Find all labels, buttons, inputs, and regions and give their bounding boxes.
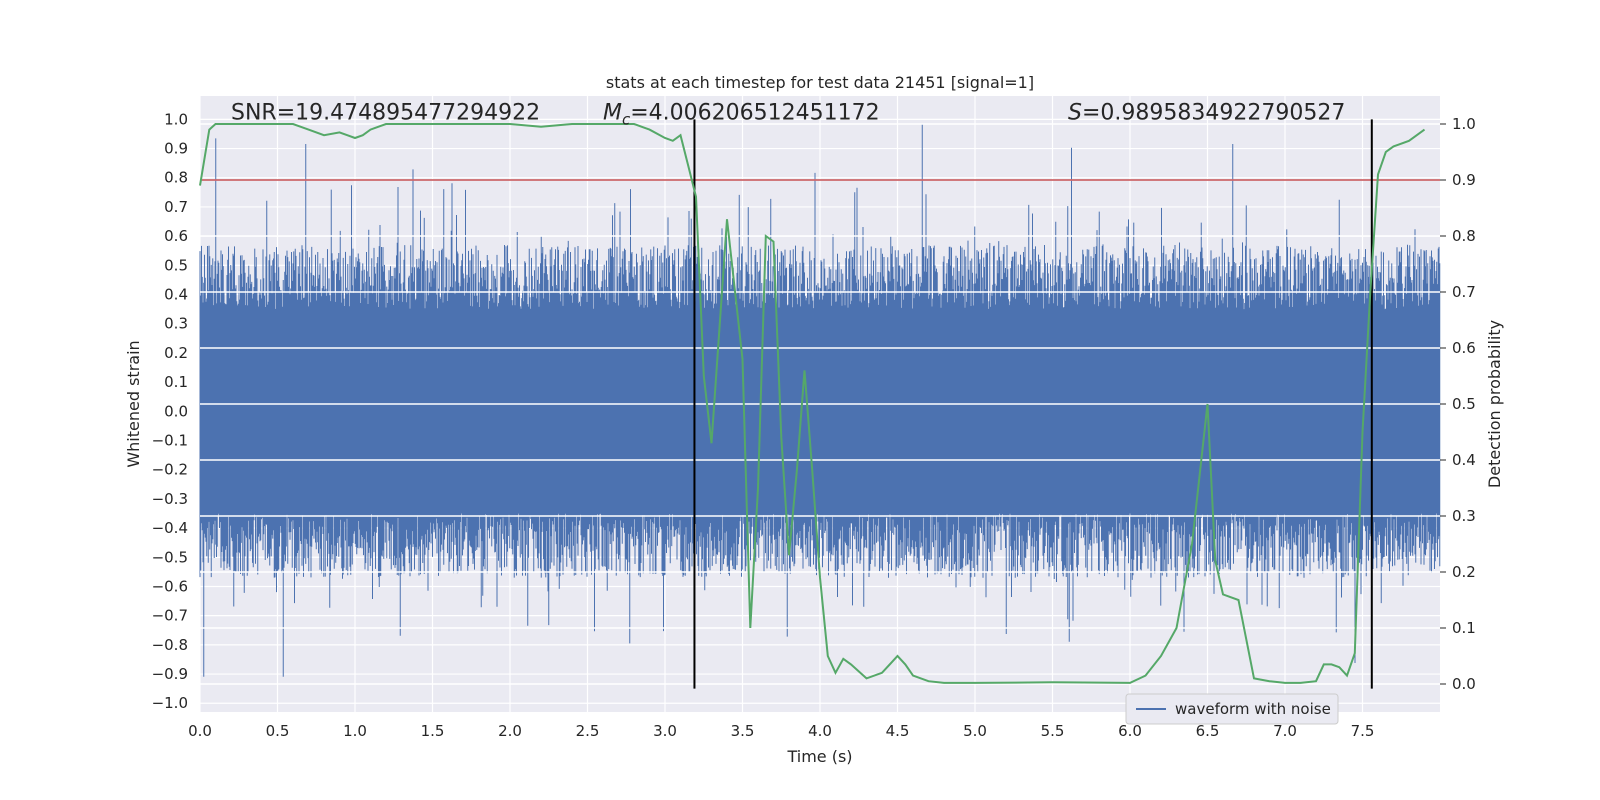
y2-axis-label: Detection probability xyxy=(1485,320,1504,488)
waveform-series xyxy=(199,124,1441,677)
y2-tick-label-4: 0.6 xyxy=(1452,339,1476,357)
y-axis-label: Whitened strain xyxy=(124,340,143,467)
y2-tick-label-5: 0.5 xyxy=(1452,395,1476,413)
x-axis-label: Time (s) xyxy=(786,747,852,766)
x-tick-label-11: 5.5 xyxy=(1041,722,1065,740)
x-tick-label-6: 3.0 xyxy=(653,722,677,740)
x-tick-label-2: 1.0 xyxy=(343,722,367,740)
y2-tick-label-7: 0.3 xyxy=(1452,507,1476,525)
reference-lines xyxy=(200,119,1440,689)
y-tick-label-15: −0.5 xyxy=(152,548,188,566)
y2-tick-label-6: 0.4 xyxy=(1452,451,1476,469)
y2-tick-label-8: 0.2 xyxy=(1452,563,1476,581)
x-tick-label-13: 6.5 xyxy=(1196,722,1220,740)
x-tick-label-3: 1.5 xyxy=(421,722,445,740)
y-tick-label-12: −0.2 xyxy=(152,461,188,479)
y-tick-label-20: −1.0 xyxy=(152,694,188,712)
x-tick-label-12: 6.0 xyxy=(1118,722,1142,740)
y-tick-label-3: 0.7 xyxy=(164,198,188,216)
y-tick-label-16: −0.6 xyxy=(152,577,188,595)
y-tick-label-6: 0.4 xyxy=(164,286,188,304)
y2-tick-label-0: 1.0 xyxy=(1452,115,1476,133)
x-tick-label-4: 2.0 xyxy=(498,722,522,740)
y-tick-label-5: 0.5 xyxy=(164,256,188,274)
waveform-line xyxy=(199,124,1441,677)
y2-tick-label-1: 0.9 xyxy=(1452,171,1476,189)
probability-series xyxy=(199,123,1426,684)
x-tick-label-5: 2.5 xyxy=(576,722,600,740)
y-tick-label-18: −0.8 xyxy=(152,636,188,654)
x-tick-label-7: 3.5 xyxy=(731,722,755,740)
x-tick-label-10: 5.0 xyxy=(963,722,987,740)
x-tick-label-8: 4.0 xyxy=(808,722,832,740)
legend: waveform with noise xyxy=(1125,693,1339,725)
y-tick-label-2: 0.8 xyxy=(164,169,188,187)
x-tick-label-14: 7.0 xyxy=(1273,722,1297,740)
score-annotation: S=0.9895834922790527 xyxy=(1068,101,1345,126)
y2-ticks: 1.0 0.9 0.8 0.7 0.6 0.5 0.4 0.3 0.2 0.1 0.0 xyxy=(1440,115,1476,693)
y-tick-label-1: 0.9 xyxy=(164,140,188,158)
y2-tick-label-2: 0.8 xyxy=(1452,227,1476,245)
x-ticks: 0.0 0.5 1.0 1.5 2.0 2.5 3.0 3.5 4.0 4.5 5.0 5.5 6.0 6… xyxy=(188,722,1374,740)
y-tick-label-14: −0.4 xyxy=(152,519,188,537)
y-tick-label-19: −0.9 xyxy=(152,665,188,683)
probability-line xyxy=(199,123,1426,684)
x-tick-label-15: 7.5 xyxy=(1351,722,1375,740)
y-tick-label-8: 0.2 xyxy=(164,344,188,362)
chirp-mass-annotation: Mc=4.006206512451172 xyxy=(603,101,880,129)
y-tick-label-13: −0.3 xyxy=(152,490,188,508)
y-tick-label-11: −0.1 xyxy=(152,431,188,449)
x-tick-label-0: 0.0 xyxy=(188,722,212,740)
y2-tick-label-10: 0.0 xyxy=(1452,675,1476,693)
y-tick-label-9: 0.1 xyxy=(164,373,188,391)
annotations: SNR=19.474895477294922 Mc=4.0062065124511… xyxy=(231,101,1345,129)
legend-label: waveform with noise xyxy=(1175,700,1331,718)
y2-tick-label-3: 0.7 xyxy=(1452,283,1476,301)
y-tick-label-7: 0.3 xyxy=(164,315,188,333)
y-tick-label-4: 0.6 xyxy=(164,227,188,245)
y-ticks: 1.0 0.9 0.8 0.7 0.6 0.5 0.4 0.3 0.2 0.1 0.0 −0.1 −0.… xyxy=(152,110,188,712)
y2-tick-label-9: 0.1 xyxy=(1452,619,1476,637)
y-tick-label-0: 1.0 xyxy=(164,110,188,128)
legend-box xyxy=(1125,693,1339,725)
x-tick-label-9: 4.5 xyxy=(886,722,910,740)
x-tick-label-1: 0.5 xyxy=(266,722,290,740)
y-tick-label-10: 0.0 xyxy=(164,402,188,420)
y-tick-label-17: −0.7 xyxy=(152,607,188,625)
chart-title: stats at each timestep for test data 214… xyxy=(606,73,1034,92)
snr-annotation: SNR=19.474895477294922 xyxy=(231,101,540,126)
